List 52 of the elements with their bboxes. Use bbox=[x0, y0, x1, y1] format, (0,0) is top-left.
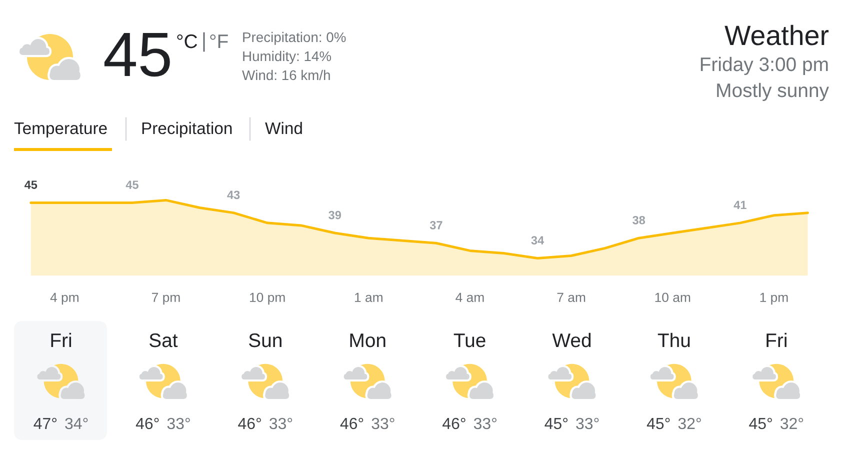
x-tick-label: 1 pm bbox=[760, 292, 788, 305]
annotation: 33° bbox=[474, 418, 496, 430]
data-label: 34 bbox=[531, 236, 544, 245]
text: Precipitation: 0% bbox=[243, 32, 346, 45]
text: °C bbox=[177, 34, 198, 48]
x-tick-label: 10 pm bbox=[250, 292, 285, 305]
text: 45 bbox=[104, 33, 170, 77]
text: Weather bbox=[724, 24, 829, 46]
annotation: 46° bbox=[136, 418, 159, 430]
category-label: Sun bbox=[248, 333, 282, 348]
x-tick-label: 7 am bbox=[557, 292, 586, 302]
x-tick-label: 7 pm bbox=[152, 292, 180, 305]
text: Wind: 16 km/h bbox=[242, 70, 330, 80]
category-label: Thu bbox=[658, 332, 690, 348]
category-label: Wed bbox=[552, 332, 591, 348]
category-label: Sat bbox=[149, 333, 178, 348]
data-label: 37 bbox=[430, 220, 442, 230]
category-label: Fri bbox=[51, 332, 72, 347]
data-label: 45 bbox=[24, 180, 38, 189]
x-tick-label: 4 am bbox=[456, 292, 484, 302]
text: Temperature bbox=[14, 122, 107, 138]
text: Wind bbox=[265, 122, 302, 134]
category-label: Fri bbox=[766, 332, 786, 347]
data-label: 43 bbox=[227, 190, 240, 200]
annotation: 45° bbox=[544, 418, 568, 430]
text: Mostly sunny bbox=[717, 82, 829, 102]
annotation: 46° bbox=[340, 418, 364, 430]
annotation: 47° bbox=[34, 418, 57, 429]
annotation: 46° bbox=[442, 418, 466, 430]
text: Precipitation bbox=[142, 122, 232, 138]
annotation: 33° bbox=[372, 418, 394, 430]
data-label: 41 bbox=[734, 200, 746, 210]
text: Humidity: 14% bbox=[243, 50, 332, 64]
annotation: 33° bbox=[270, 418, 292, 430]
data-label: 39 bbox=[328, 210, 341, 220]
category-label: Mon bbox=[350, 334, 386, 348]
category-label: Tue bbox=[454, 334, 486, 348]
annotation: 46° bbox=[238, 418, 261, 430]
annotation: 45° bbox=[749, 418, 772, 430]
text: °F bbox=[210, 34, 228, 48]
data-label: 45 bbox=[126, 180, 138, 189]
annotation: 32° bbox=[678, 418, 701, 430]
annotation: 33° bbox=[167, 418, 190, 430]
text: Friday 3:00 pm bbox=[700, 56, 828, 76]
annotation: 32° bbox=[780, 418, 804, 430]
data-label: 38 bbox=[632, 216, 646, 224]
x-tick-label: 10 am bbox=[655, 292, 690, 302]
annotation: 34° bbox=[65, 418, 88, 430]
x-tick-label: 4 pm bbox=[50, 292, 78, 305]
annotation: 45° bbox=[646, 418, 670, 430]
x-tick-label: 1 am bbox=[354, 292, 382, 302]
annotation: 33° bbox=[576, 418, 599, 430]
